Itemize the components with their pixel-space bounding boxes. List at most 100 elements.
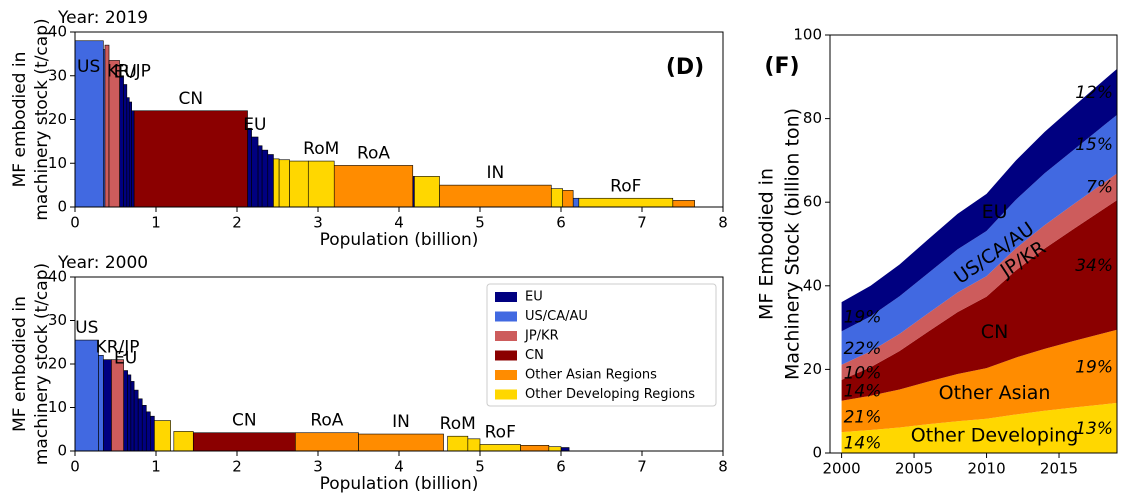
x-tick-label: 2005 [895,460,933,478]
y-tick-label: 40 [48,23,67,41]
y-tick-label: 40 [803,276,822,294]
y-tick-label: 30 [48,66,67,84]
x-tick-label: 2 [232,458,242,476]
region-label: RoA [357,143,390,163]
bar [247,127,252,208]
x-tick-label: 1 [151,214,161,232]
x-tick-label: 3 [313,458,323,476]
panel-label: (D) [666,55,704,80]
bar [333,165,414,208]
x-tick-label: 3 [313,214,323,232]
area [841,173,1117,380]
x-tick-label: 7 [637,214,647,232]
area [841,200,1117,401]
bar [127,374,132,452]
x-tick-label: 6 [556,214,566,232]
share-label: 19% [844,308,882,328]
bar [278,159,290,208]
region-label: RoM [303,139,339,159]
x-tick-label: 5 [475,214,485,232]
area-label: Other Developing [911,424,1079,446]
bar [548,446,562,452]
legend-label: EU [525,290,543,305]
x-axis-label: Population (billion) [320,230,479,250]
share-label: 15% [1075,135,1113,155]
legend-swatch [495,389,517,400]
x-tick-label: 8 [718,458,728,476]
bar [550,188,563,208]
bar [111,359,124,452]
bar [289,160,309,208]
bar [123,84,128,208]
bar [123,370,128,452]
bar [414,176,440,208]
region-label: RoF [485,422,516,442]
y-tick-label: 60 [803,193,822,211]
y-tick-label: 100 [793,26,822,44]
bar [173,431,194,452]
bar [295,432,359,452]
bar [145,411,151,452]
bar [447,435,469,452]
region-label: KR/JP [107,61,151,81]
y-axis-label: machinery stock (t/cap) [32,263,52,465]
bar [126,97,130,208]
x-tick-label: 4 [394,458,404,476]
bar [154,420,171,452]
share-label: 10% [844,363,882,383]
year-title: Year: 2000 [57,253,148,273]
x-tick-label: 7 [637,458,647,476]
y-tick-label: 0 [57,198,67,216]
region-label: KR/JP [96,338,140,358]
share-label: 14% [844,381,882,401]
region-label: US [77,57,100,77]
legend: EU US/CA/AU JP/KR CN Other Asian Regions Othe… [486,283,717,407]
x-tick-label: 5 [475,458,485,476]
legend-swatch [495,292,517,302]
x-tick-label: 2 [232,214,242,232]
region-label: EU [114,349,137,369]
share-label: 14% [844,434,882,454]
bar [119,75,124,208]
bar [141,405,147,452]
y-tick-label: 20 [48,110,67,128]
plot-frame [829,34,1118,454]
x-tick-label: 8 [718,214,728,232]
legend-swatch [495,350,517,361]
x-tick-label: 0 [70,458,80,476]
y-tick-label: 10 [48,154,67,172]
bar [572,197,580,208]
bar [479,444,521,452]
share-label: 13% [1075,419,1113,439]
x-tick-label: 2015 [1040,460,1078,478]
region-label: RoM [440,414,476,434]
region-label: EU [114,63,137,83]
bar [307,160,335,208]
legend-label: US/CA/AU [525,309,588,324]
region-label: RoA [310,411,343,431]
bar [261,149,269,208]
panel-label: (F) [764,54,799,79]
x-tick-label: 2010 [967,460,1005,478]
bar [578,197,674,208]
y-tick-label: 10 [48,398,67,416]
area [841,329,1117,433]
bar [192,432,296,452]
y-axis-label: machinery stock (t/cap) [32,18,52,220]
bar [103,359,112,452]
share-label: 12% [1075,83,1113,103]
area [841,68,1117,332]
x-axis-label: Population (billion) [320,474,479,493]
bar [257,145,263,208]
bar [672,200,695,208]
legend-label: JP/KR [524,329,559,344]
legend-label: CN [525,348,544,363]
area-label: EU [982,201,1008,223]
bar [131,110,135,208]
share-label: 22% [844,339,882,359]
region-label: US [75,318,98,338]
region-label: IN [392,412,410,432]
bar [467,438,481,452]
year-title: Year: 2019 [57,8,148,28]
bar [273,158,280,208]
